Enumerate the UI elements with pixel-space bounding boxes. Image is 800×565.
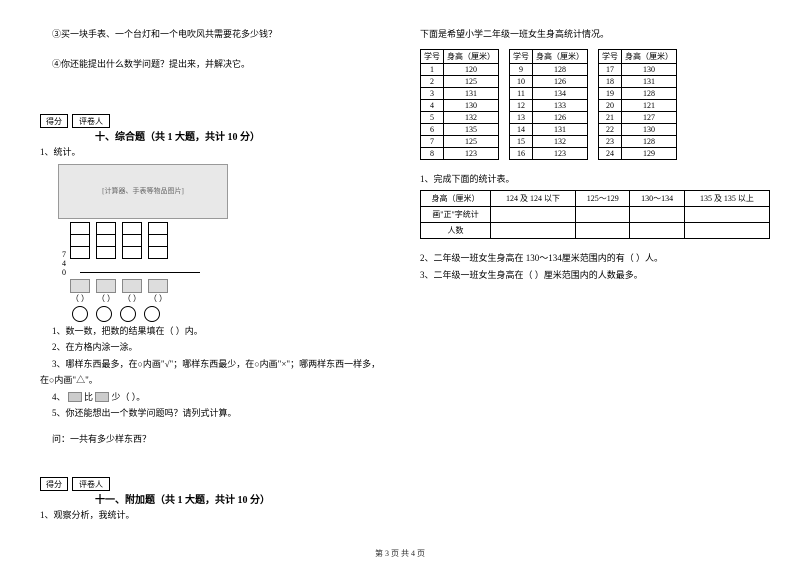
q10-1-2: 2、在方格内涂一涂。 bbox=[52, 341, 390, 355]
page-footer: 第 3 页 共 4 页 bbox=[0, 548, 800, 559]
tally-cell[interactable] bbox=[684, 207, 769, 223]
q10-1-3b: 在○内画"△"。 bbox=[40, 374, 390, 388]
right-intro: 下面是希望小学二年级一班女生身高统计情况。 bbox=[420, 28, 770, 42]
count-cell[interactable] bbox=[491, 223, 576, 239]
right-q3: 3、二年级一班女生身高在（ ）厘米范围内的人数最多。 bbox=[420, 269, 770, 283]
count-cell[interactable] bbox=[630, 223, 684, 239]
question-4: ④你还能提出什么数学问题？提出来，并解决它。 bbox=[52, 58, 390, 72]
q10-1-3: 3、哪样东西最多，在○内画"√"；哪样东西最少，在○内画"×"；哪两样东西一样多… bbox=[52, 358, 390, 372]
count-cell[interactable] bbox=[684, 223, 769, 239]
bar-chart: 7 4 0 （ ）（ ）（ ）（ ） bbox=[58, 223, 390, 322]
chart-category-icons bbox=[70, 279, 390, 293]
score-box[interactable]: 得分 bbox=[40, 477, 68, 491]
section-10-title: 十、综合题（共 1 大题，共计 10 分） bbox=[95, 128, 390, 143]
height-tables: 学号身高（厘米） 1120 2125 3131 4130 5132 6135 7… bbox=[420, 45, 770, 164]
question-3: ③买一块手表、一个台灯和一个电吹风共需要花多少钱？ bbox=[52, 28, 390, 42]
q10-1-ask: 问：一共有多少样东西？ bbox=[52, 433, 390, 447]
y-label-7: 7 bbox=[58, 250, 68, 259]
score-row-10: 得分 评卷人 bbox=[40, 114, 390, 128]
items-image: [计算器、手表等物品图片] bbox=[58, 164, 228, 219]
item-icon-a bbox=[68, 392, 82, 402]
tally-table: 身高（厘米） 124 及 124 以下 125～129 130～134 135 … bbox=[420, 190, 770, 239]
score-box[interactable]: 得分 bbox=[40, 114, 68, 128]
tally-cell[interactable] bbox=[630, 207, 684, 223]
q10-1-1: 1、数一数，把数的结果填在（ ）内。 bbox=[52, 325, 390, 339]
height-table-1: 学号身高（厘米） 1120 2125 3131 4130 5132 6135 7… bbox=[420, 49, 499, 160]
q10-1: 1、统计。 bbox=[40, 146, 390, 160]
tally-cell[interactable] bbox=[576, 207, 630, 223]
right-q1: 1、完成下面的统计表。 bbox=[420, 173, 770, 187]
right-q2: 2、二年级一班女生身高在 130～134厘米范围内的有（ ）人。 bbox=[420, 252, 770, 266]
count-cell[interactable] bbox=[576, 223, 630, 239]
q10-1-4: 4、 比 少（ ）。 bbox=[52, 391, 390, 405]
grader-box[interactable]: 评卷人 bbox=[72, 477, 110, 491]
grader-box[interactable]: 评卷人 bbox=[72, 114, 110, 128]
section-11-title: 十一、附加题（共 1 大题，共计 10 分） bbox=[95, 491, 390, 506]
y-label-4: 4 bbox=[58, 259, 68, 268]
height-table-3: 学号身高（厘米） 17130 18131 19128 20121 21127 2… bbox=[598, 49, 677, 160]
y-label-0: 0 bbox=[58, 268, 68, 277]
chart-circles-row bbox=[70, 306, 390, 322]
tally-cell[interactable] bbox=[491, 207, 576, 223]
item-icon-b bbox=[95, 392, 109, 402]
height-table-2: 学号身高（厘米） 9128 10126 11134 12133 13126 14… bbox=[509, 49, 588, 160]
chart-parens-row: （ ）（ ）（ ）（ ） bbox=[70, 293, 390, 304]
q11-1: 1、观察分析，我统计。 bbox=[40, 509, 390, 523]
score-row-11: 得分 评卷人 bbox=[40, 477, 390, 491]
q10-1-5: 5、你还能想出一个数学问题吗？请列式计算。 bbox=[52, 407, 390, 421]
